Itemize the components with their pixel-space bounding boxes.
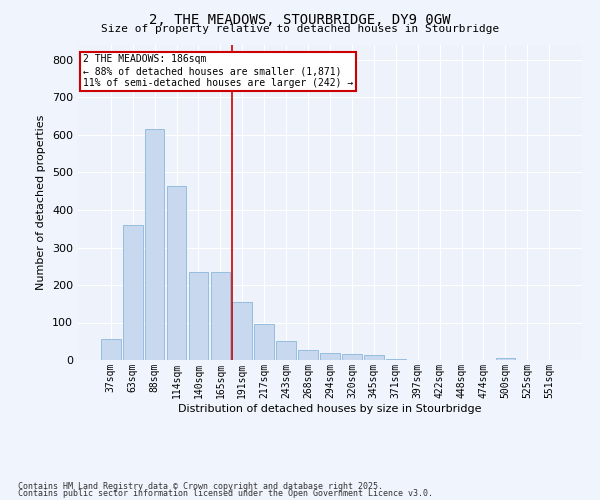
Text: 2, THE MEADOWS, STOURBRIDGE, DY9 0GW: 2, THE MEADOWS, STOURBRIDGE, DY9 0GW	[149, 12, 451, 26]
Text: Size of property relative to detached houses in Stourbridge: Size of property relative to detached ho…	[101, 24, 499, 34]
Bar	[342, 354, 362, 360]
Bar	[364, 355, 384, 360]
Bar	[167, 186, 187, 360]
Bar	[298, 350, 318, 360]
Bar	[386, 359, 406, 360]
Text: Contains HM Land Registry data © Crown copyright and database right 2025.: Contains HM Land Registry data © Crown c…	[18, 482, 383, 491]
Text: 2 THE MEADOWS: 186sqm
← 88% of detached houses are smaller (1,871)
11% of semi-d: 2 THE MEADOWS: 186sqm ← 88% of detached …	[83, 54, 353, 88]
Bar	[320, 352, 340, 360]
Bar	[254, 324, 274, 360]
Bar	[211, 272, 230, 360]
Bar	[101, 340, 121, 360]
Y-axis label: Number of detached properties: Number of detached properties	[37, 115, 46, 290]
Bar	[232, 302, 252, 360]
X-axis label: Distribution of detached houses by size in Stourbridge: Distribution of detached houses by size …	[178, 404, 482, 413]
Bar	[123, 225, 143, 360]
Bar	[496, 358, 515, 360]
Bar	[188, 272, 208, 360]
Bar	[145, 130, 164, 360]
Text: Contains public sector information licensed under the Open Government Licence v3: Contains public sector information licen…	[18, 490, 433, 498]
Bar	[276, 341, 296, 360]
